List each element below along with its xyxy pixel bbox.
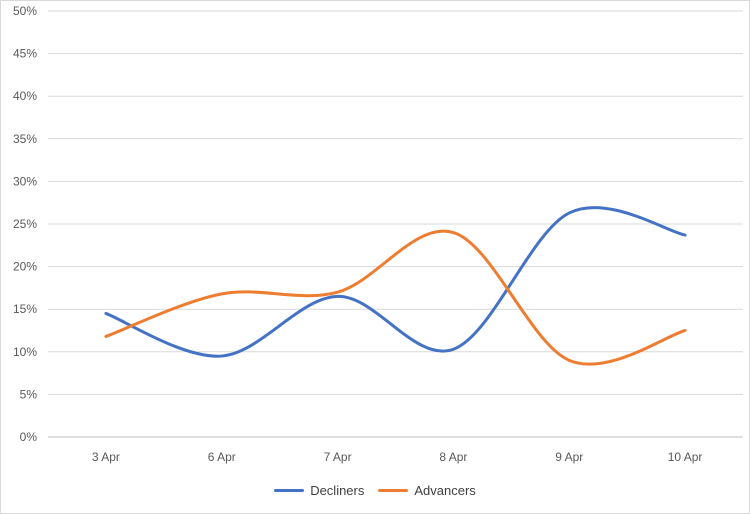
legend: Decliners Advancers	[0, 480, 750, 500]
x-tick-label: 3 Apr	[92, 450, 120, 464]
legend-swatch-advancers	[378, 488, 409, 492]
x-tick-label: 6 Apr	[208, 450, 236, 464]
series-line-decliners[interactable]	[104, 206, 687, 358]
legend-label-decliners: Decliners	[310, 482, 365, 498]
x-axis-ticks: 3 Apr 6 Apr 7 Apr 8 Apr 9 Apr 10 Apr	[92, 450, 703, 464]
legend-swatch-decliners	[274, 488, 305, 492]
series-line-advancers[interactable]	[104, 229, 687, 366]
legend-item-advancers[interactable]: Advancers	[378, 482, 476, 498]
y-tick-label: 20%	[13, 260, 37, 274]
y-tick-label: 30%	[13, 174, 37, 188]
y-tick-label: 35%	[13, 132, 37, 146]
y-tick-label: 45%	[13, 47, 37, 61]
y-tick-label: 15%	[13, 302, 37, 316]
y-axis-ticks: 0% 5% 10% 15% 20% 25% 30% 35% 40% 45% 50%	[13, 4, 37, 444]
gridlines	[48, 10, 743, 438]
y-tick-label: 40%	[13, 89, 37, 103]
y-tick-label: 25%	[13, 217, 37, 231]
series-lines	[104, 206, 687, 366]
legend-item-decliners[interactable]: Decliners	[274, 483, 364, 498]
y-tick-label: 5%	[20, 387, 38, 401]
legend-label-advancers: Advancers	[414, 482, 476, 498]
x-tick-label: 10 Apr	[668, 450, 703, 464]
x-tick-label: 7 Apr	[324, 450, 352, 464]
y-tick-label: 50%	[13, 4, 37, 18]
y-tick-label: 0%	[20, 430, 38, 444]
y-tick-label: 10%	[13, 345, 37, 359]
x-tick-label: 9 Apr	[555, 450, 583, 464]
x-tick-label: 8 Apr	[439, 450, 467, 464]
